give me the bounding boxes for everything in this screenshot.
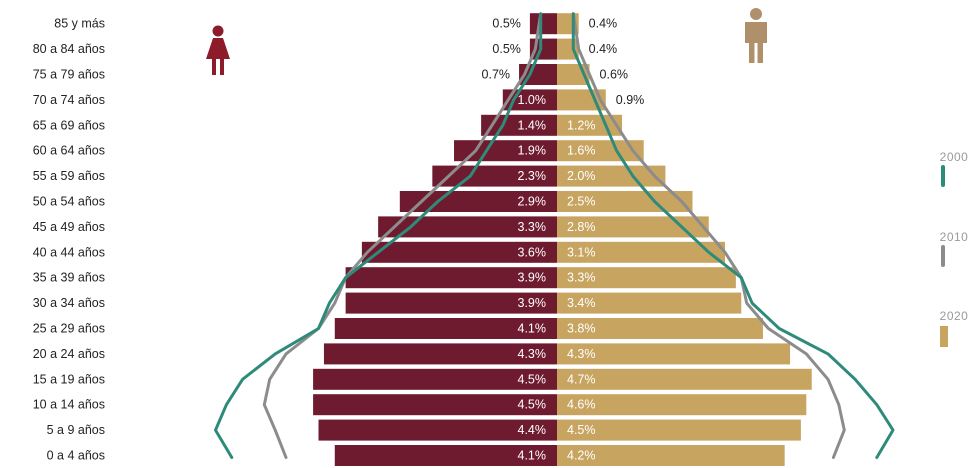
value-label-female: 4.3% <box>518 347 547 361</box>
age-group-label: 80 a 84 años <box>33 42 105 56</box>
bar-male-2020 <box>557 419 801 441</box>
age-group-label: 5 a 9 años <box>47 423 105 437</box>
age-group-label: 25 a 29 años <box>33 322 105 336</box>
female-person-icon <box>206 25 230 75</box>
age-group-label: 60 a 64 años <box>33 144 105 158</box>
value-label-female: 3.6% <box>518 245 547 259</box>
age-group-label: 50 a 54 años <box>33 195 105 209</box>
value-label-male: 0.6% <box>600 68 629 82</box>
bar-female-2020 <box>519 64 557 85</box>
value-label-female: 4.5% <box>518 398 547 412</box>
bar-male-2020 <box>557 445 785 466</box>
bar-male-2020 <box>557 343 791 365</box>
age-group-label: 40 a 44 años <box>33 245 105 259</box>
value-label-female: 4.5% <box>518 372 547 386</box>
value-label-male: 4.7% <box>567 372 596 386</box>
age-group-label: 10 a 14 años <box>33 398 105 412</box>
bar-female-2020 <box>334 445 557 466</box>
line-male-2010 <box>571 12 846 459</box>
age-group-labels: 0 a 4 años 5 a 9 años 10 a 14 años 15 a 19 … <box>33 17 105 463</box>
age-group-label: 20 a 24 años <box>33 347 105 361</box>
value-label-male: 1.6% <box>567 144 596 158</box>
legend: 2000 2010 2020 <box>940 150 969 347</box>
value-label-female: 3.3% <box>518 220 547 234</box>
value-label-female: 0.5% <box>492 42 521 56</box>
age-group-label: 0 a 4 años <box>47 449 105 463</box>
bar-male-2020 <box>557 394 807 416</box>
age-group-label: 70 a 74 años <box>33 93 105 107</box>
line-female-2010 <box>262 12 543 459</box>
bar-male-2020 <box>557 267 736 289</box>
bar-male-2020 <box>557 114 623 136</box>
line-male-2000 <box>571 12 895 459</box>
value-label-male: 2.5% <box>567 195 596 209</box>
male-person-icon <box>745 8 767 63</box>
bar-female-2020 <box>345 267 557 289</box>
value-label-male: 4.3% <box>567 347 596 361</box>
value-label-male: 3.3% <box>567 271 596 285</box>
bar-female-2020 <box>399 191 557 212</box>
value-label-male: 3.1% <box>567 245 596 259</box>
value-label-female: 1.0% <box>518 93 547 107</box>
legend-label-2000: 2000 <box>940 150 969 164</box>
legend-label-2010: 2010 <box>940 230 969 244</box>
bar-male-2020 <box>557 292 742 314</box>
bar-female-2020 <box>334 318 557 339</box>
value-label-female: 4.4% <box>518 423 547 437</box>
bar-female-2020 <box>378 216 557 238</box>
age-group-label: 30 a 34 años <box>33 296 105 310</box>
value-label-male: 0.9% <box>616 93 645 107</box>
bar-female-2020 <box>318 419 557 441</box>
legend-label-2020: 2020 <box>940 309 969 323</box>
value-label-female: 3.9% <box>518 271 547 285</box>
bar-female-2020 <box>313 368 557 390</box>
value-label-male: 3.8% <box>567 322 596 336</box>
bar-female-2020 <box>529 13 557 35</box>
age-group-label: 15 a 19 años <box>33 372 105 386</box>
value-labels: 4.1% 4.2% 4.4% 4.5% 4.5% 4.6% 4.5% 4.7% 4.3% 4.3%… <box>482 17 645 463</box>
bar-male-2020 <box>557 140 644 162</box>
value-label-female: 0.5% <box>492 17 521 31</box>
male-bars <box>557 13 812 466</box>
bar-male-2020 <box>557 368 812 390</box>
value-label-male: 4.6% <box>567 398 596 412</box>
bar-female-2020 <box>323 343 557 365</box>
line-female-2000 <box>214 12 543 459</box>
bar-male-2020 <box>557 216 709 238</box>
age-group-label: 75 a 79 años <box>33 68 105 82</box>
value-label-male: 4.5% <box>567 423 596 437</box>
value-label-male: 2.8% <box>567 220 596 234</box>
value-label-female: 3.9% <box>518 296 547 310</box>
bar-female-2020 <box>345 292 557 314</box>
historic-lines <box>214 12 895 459</box>
age-group-label: 45 a 49 años <box>33 220 105 234</box>
value-label-female: 1.4% <box>518 118 547 132</box>
age-group-label: 85 y más <box>54 17 105 31</box>
bar-female-2020 <box>361 241 557 263</box>
legend-swatch-2010 <box>941 245 945 267</box>
value-label-female: 4.1% <box>518 449 547 463</box>
value-label-female: 1.9% <box>518 144 547 158</box>
value-label-male: 3.4% <box>567 296 596 310</box>
value-label-male: 4.2% <box>567 449 596 463</box>
age-group-label: 65 a 69 años <box>33 118 105 132</box>
value-label-male: 1.2% <box>567 118 596 132</box>
legend-swatch-2000 <box>941 165 945 187</box>
value-label-male: 2.0% <box>567 169 596 183</box>
value-label-female: 0.7% <box>482 68 511 82</box>
age-group-label: 55 a 59 años <box>33 169 105 183</box>
value-label-male: 0.4% <box>589 42 618 56</box>
value-label-female: 2.3% <box>518 169 547 183</box>
age-group-label: 35 a 39 años <box>33 271 105 285</box>
bar-male-2020 <box>557 318 763 339</box>
bar-female-2020 <box>313 394 557 416</box>
bar-male-2020 <box>557 241 726 263</box>
legend-swatch-2020 <box>940 326 948 347</box>
value-label-female: 2.9% <box>518 195 547 209</box>
value-label-male: 0.4% <box>589 17 618 31</box>
value-label-female: 4.1% <box>518 322 547 336</box>
